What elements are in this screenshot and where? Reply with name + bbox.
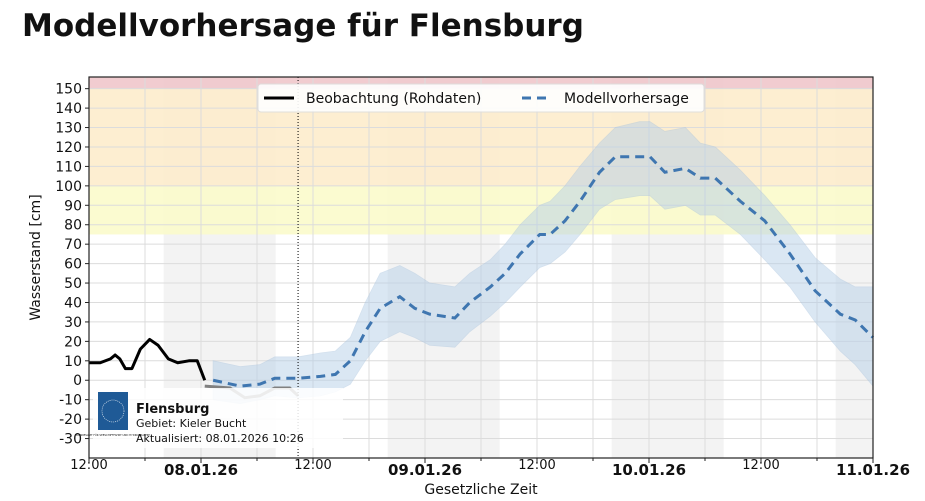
- y-tick-label: -20: [59, 412, 82, 428]
- y-tick-label: 90: [64, 198, 82, 214]
- y-tick-label: 0: [73, 373, 82, 389]
- x-axis-label: Gesetzliche Zeit: [424, 482, 538, 498]
- observation-line: [89, 337, 207, 381]
- y-tick-label: 140: [55, 101, 82, 117]
- y-tick-label: 50: [64, 276, 82, 292]
- y-tick-label: 70: [64, 237, 82, 253]
- y-tick-label: 20: [64, 334, 82, 350]
- legend-forecast-label: Modellvorhersage: [564, 91, 689, 107]
- y-tick-label: 130: [55, 121, 82, 137]
- bsh-logo: [98, 392, 128, 430]
- x-tick-label: 09.01.26: [388, 461, 462, 479]
- y-tick-label: 40: [64, 295, 82, 311]
- x-tick-label: 12:00: [294, 458, 331, 473]
- y-tick-label: 80: [64, 218, 82, 234]
- x-tick-label: 08.01.26: [164, 461, 238, 479]
- legend-box: [257, 83, 705, 113]
- x-tick-label: 12:00: [70, 458, 107, 473]
- x-tick-label: 12:00: [742, 458, 779, 473]
- x-tick-label: 12:00: [518, 458, 555, 473]
- y-tick-label: 30: [64, 315, 82, 331]
- y-tick-label: 150: [55, 82, 82, 98]
- y-tick-label: 100: [55, 179, 82, 195]
- forecast-line: [212, 155, 875, 388]
- x-tick-label: 11.01.26: [836, 461, 910, 479]
- y-tick-label: 60: [64, 257, 82, 273]
- y-tick-label: 110: [55, 159, 82, 175]
- legend-observation-label: Beobachtung (Rohdaten): [306, 91, 481, 107]
- info-box: [93, 388, 343, 448]
- info-station-name: Flensburg: [136, 402, 209, 417]
- bsh-logo-text: BUNDESAMT FÜR SEESCHIFFFAHRT UND HYDROGR…: [76, 432, 150, 437]
- y-tick-label: 10: [64, 354, 82, 370]
- y-tick-label: -30: [59, 432, 82, 448]
- x-tick-label: 10.01.26: [612, 461, 686, 479]
- y-axis-label: Wasserstand [cm]: [28, 194, 44, 320]
- page-title: Modellvorhersage für Flensburg: [22, 8, 584, 44]
- info-area: Gebiet: Kieler Bucht: [136, 417, 247, 430]
- y-tick-label: 120: [55, 140, 82, 156]
- info-updated: Aktualisiert: 08.01.2026 10:26: [136, 432, 304, 445]
- bsh-logo-emblem: [101, 399, 125, 423]
- y-tick-label: -10: [59, 393, 82, 409]
